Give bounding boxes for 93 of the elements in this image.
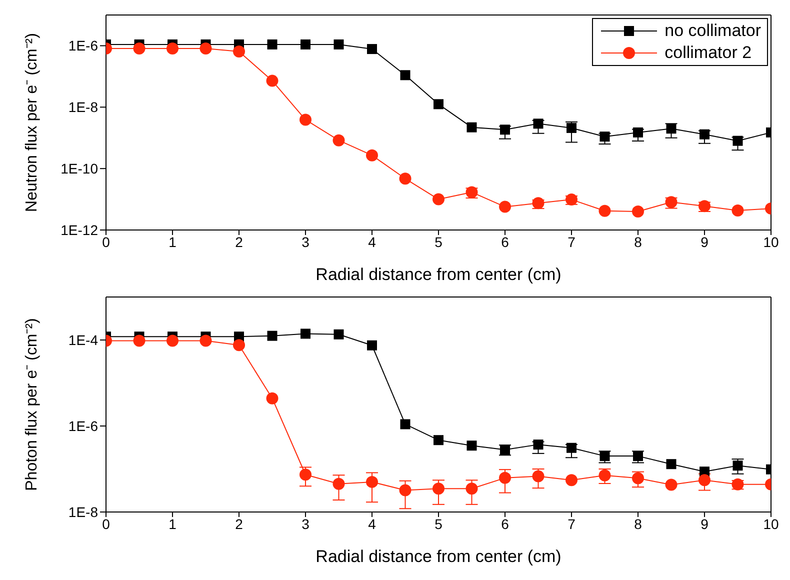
point xyxy=(666,459,676,470)
point xyxy=(566,122,576,133)
point xyxy=(332,478,345,490)
point xyxy=(598,204,611,217)
point xyxy=(732,204,744,217)
point xyxy=(367,44,377,54)
x-tick-label: 3 xyxy=(302,234,310,250)
point xyxy=(133,42,146,55)
point xyxy=(432,193,444,206)
x-tick-label: 4 xyxy=(368,516,376,532)
point xyxy=(233,339,245,352)
x-tick-label: 1 xyxy=(168,234,177,250)
point xyxy=(666,124,676,134)
x-tick-label: 6 xyxy=(501,516,510,532)
point xyxy=(300,39,310,50)
point xyxy=(400,419,410,430)
point xyxy=(600,132,610,142)
y-tick-label: 1E-8 xyxy=(68,504,98,520)
point xyxy=(598,469,611,482)
point xyxy=(400,70,410,80)
point xyxy=(300,328,310,339)
point xyxy=(332,134,345,146)
x-tick-label: 9 xyxy=(700,234,709,250)
x-tick-label: 5 xyxy=(434,234,443,250)
x-tick-label: 8 xyxy=(634,516,642,532)
point xyxy=(366,149,378,162)
x-tick-label: 1 xyxy=(168,516,177,532)
point xyxy=(632,472,644,484)
point xyxy=(399,484,412,496)
point xyxy=(334,329,344,340)
point xyxy=(267,330,278,341)
point xyxy=(633,127,643,138)
x-tick-label: 0 xyxy=(102,516,110,532)
point xyxy=(432,482,444,495)
point xyxy=(499,472,511,484)
x-tick-label: 4 xyxy=(368,234,376,250)
point xyxy=(266,74,278,87)
point xyxy=(200,334,212,347)
point xyxy=(133,334,146,347)
point xyxy=(632,206,644,218)
x-tick-label: 6 xyxy=(501,234,510,250)
x-tick-label: 7 xyxy=(568,234,576,250)
point xyxy=(466,440,477,451)
point xyxy=(399,172,412,185)
point xyxy=(166,334,178,347)
x-tick-label: 2 xyxy=(235,516,244,532)
point xyxy=(466,482,478,495)
y-tick-label: 1E-12 xyxy=(60,222,98,238)
point xyxy=(367,340,377,350)
point xyxy=(698,474,710,486)
y-tick-label: 1E-6 xyxy=(68,38,98,54)
x-tick-label: 3 xyxy=(302,516,310,532)
legend-label: no collimator xyxy=(664,21,761,41)
point xyxy=(732,460,743,471)
point xyxy=(434,435,444,446)
point xyxy=(532,470,544,482)
point xyxy=(466,122,477,132)
point xyxy=(533,118,544,129)
x-tick-label: 10 xyxy=(763,516,779,532)
x-tick-label: 9 xyxy=(700,516,709,532)
point xyxy=(300,468,312,481)
y-tick-label: 1E-6 xyxy=(68,418,98,434)
point xyxy=(366,476,378,488)
point xyxy=(533,440,544,450)
point xyxy=(732,136,743,146)
point xyxy=(500,124,510,135)
y-tick-label: 1E-8 xyxy=(68,99,98,116)
point xyxy=(334,39,344,50)
point xyxy=(566,474,578,486)
legend-label: collimator 2 xyxy=(664,43,752,63)
x-axis-title: Radial distance from center (cm) xyxy=(316,265,562,284)
point xyxy=(233,45,245,58)
point xyxy=(700,129,710,140)
point xyxy=(267,39,278,50)
point xyxy=(434,99,444,110)
x-tick-label: 5 xyxy=(434,516,443,532)
x-tick-label: 2 xyxy=(235,234,244,250)
point xyxy=(300,114,312,126)
x-axis-title: Radial distance from center (cm) xyxy=(316,547,562,566)
x-tick-label: 0 xyxy=(102,234,110,250)
point xyxy=(499,200,511,213)
point xyxy=(566,442,576,453)
point xyxy=(166,42,178,55)
x-tick-label: 10 xyxy=(763,234,779,250)
point xyxy=(665,478,678,491)
y-tick-label: 1E-10 xyxy=(60,160,98,177)
point xyxy=(200,42,212,55)
x-tick-label: 8 xyxy=(634,234,642,250)
point xyxy=(266,392,278,404)
y-axis-title: Photon flux per e⁻ (cm⁻²) xyxy=(24,318,40,491)
x-tick-label: 7 xyxy=(568,516,576,532)
y-tick-label: 1E-4 xyxy=(68,332,98,348)
y-axis-title: Neutron flux per e⁻ (cm⁻²) xyxy=(24,33,40,212)
